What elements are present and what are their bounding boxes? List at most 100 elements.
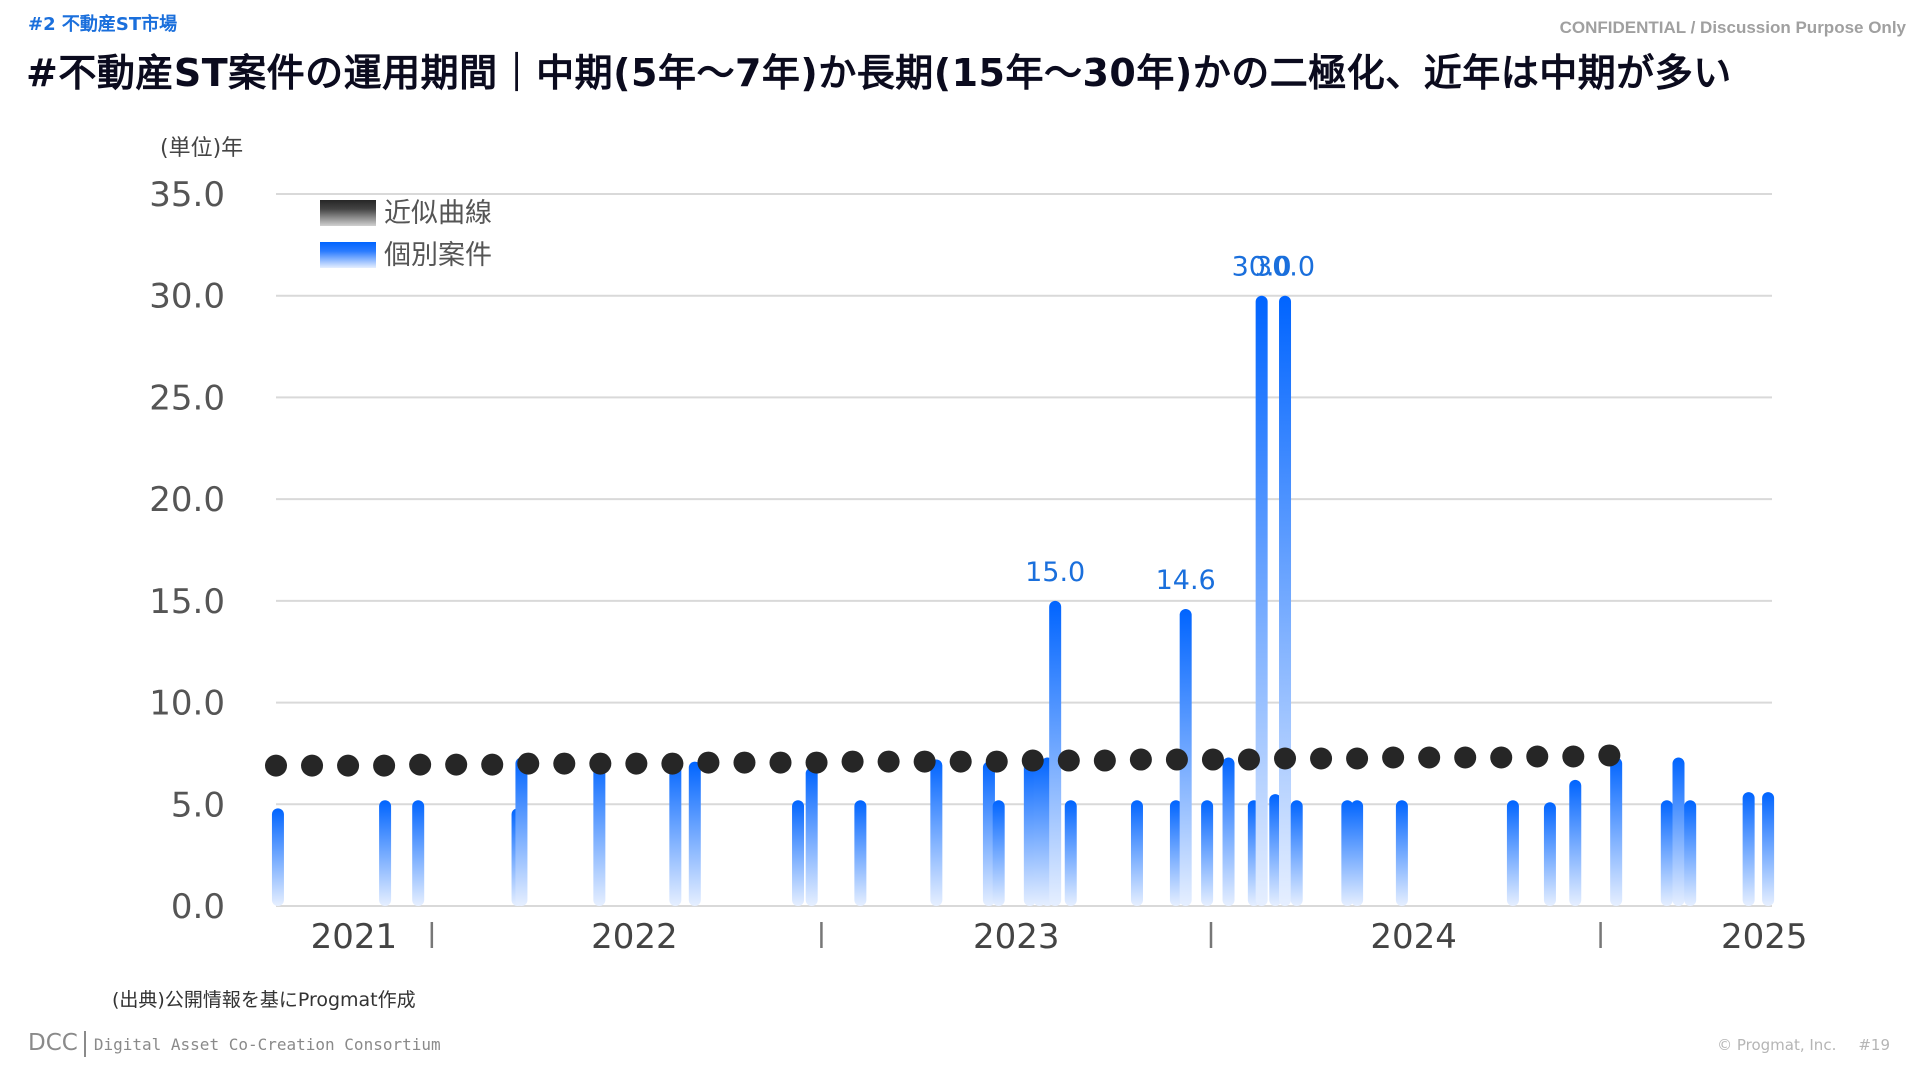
bar [805, 767, 818, 906]
y-axis-tick-labels: 0.0 5.0 10.0 15.0 20.0 25.0 30.0 35.0 [149, 175, 225, 927]
grid-lines [276, 193, 1772, 907]
bar [1023, 759, 1036, 906]
bar [379, 800, 392, 906]
y-tick-label: 0.0 [171, 887, 225, 927]
footer-logo: DCC Digital Asset Co-Creation Consortium [28, 1030, 441, 1057]
bar [992, 800, 1005, 906]
bar [515, 757, 528, 906]
trend-dot [589, 752, 612, 775]
source-note: (出典)公開情報を基にProgmat作成 [112, 989, 416, 1011]
trend-dot [805, 751, 828, 774]
trend-dot [841, 750, 864, 773]
copyright-text: © Progmat, Inc. [1717, 1036, 1837, 1054]
trend-dot [1346, 747, 1369, 770]
trend-dot [517, 752, 540, 775]
bar [412, 800, 425, 906]
bar [593, 757, 606, 906]
bar [1395, 800, 1408, 906]
bar [1543, 802, 1556, 906]
trend-dot [1382, 746, 1405, 769]
trend-dot [769, 751, 792, 774]
bar [930, 759, 943, 906]
section-label: #2 不動産ST市場 [28, 14, 178, 35]
y-axis-unit-label: (単位)年 [160, 136, 244, 161]
trend-dot [1093, 749, 1116, 772]
bar [1742, 792, 1755, 906]
bar [1684, 800, 1697, 906]
x-year-label: 2025 [1721, 917, 1808, 957]
trend-dot [1201, 748, 1224, 771]
bar [1341, 800, 1354, 906]
trend-dot [913, 750, 936, 773]
trend-dot [265, 754, 287, 777]
bar [1672, 757, 1685, 906]
bar [1279, 295, 1292, 906]
trend-dot [1562, 745, 1585, 768]
bar [1660, 800, 1673, 906]
data-label: 30.0 [1255, 252, 1315, 283]
bar [1569, 779, 1582, 906]
footer-copyright: © Progmat, Inc. #19 [1717, 1036, 1890, 1054]
trend-dot [877, 750, 900, 773]
trend-dot [445, 753, 468, 776]
trend-dot [1237, 748, 1260, 771]
logo-divider [83, 1031, 86, 1057]
dcc-logo: DCC [28, 1030, 78, 1056]
trend-dot [949, 750, 972, 773]
trend-dot [481, 753, 504, 776]
data-label: 30.0 [1232, 252, 1292, 283]
trend-dot [1598, 744, 1621, 767]
y-tick-label: 20.0 [149, 480, 225, 520]
trend-dot [661, 752, 684, 775]
bar [1269, 794, 1282, 906]
trend-dot [409, 753, 432, 776]
legend-label: 個別案件 [384, 240, 492, 271]
trend-dot [1165, 748, 1188, 771]
trend-dot [733, 751, 756, 774]
trend-dot [1418, 746, 1441, 769]
bar [271, 808, 284, 906]
bar [1255, 295, 1268, 906]
x-year-label: 2024 [1370, 917, 1457, 957]
page-number: #19 [1858, 1036, 1890, 1054]
x-axis-labels: 2021 2022 2023 2024 2025 [311, 917, 1808, 957]
y-tick-label: 25.0 [149, 378, 225, 418]
trend-dot [1526, 745, 1549, 768]
bar [669, 759, 682, 906]
data-label: 14.6 [1156, 565, 1216, 596]
trend-dot [373, 754, 396, 777]
trend-dot [1021, 749, 1044, 772]
trend-dot [1274, 747, 1297, 770]
x-year-label: 2021 [311, 917, 398, 957]
legend-swatch-bars [320, 242, 376, 268]
bar [1290, 800, 1303, 906]
legend-label: 近似曲線 [384, 198, 492, 229]
bar [1169, 800, 1182, 906]
y-tick-label: 15.0 [149, 582, 225, 622]
trend-dot [1057, 749, 1080, 772]
y-tick-label: 30.0 [149, 277, 225, 317]
trend-dot [337, 754, 360, 777]
x-year-label: 2023 [973, 917, 1060, 957]
trend-dot [625, 752, 648, 775]
trend-dot [301, 754, 324, 777]
bar [1130, 800, 1143, 906]
page-title: #不動産ST案件の運用期間｜中期(5年～7年)か長期(15年～30年)かの二極化… [26, 51, 1732, 95]
bar [1064, 800, 1077, 906]
bar-chart: 0.0 5.0 10.0 15.0 20.0 25.0 30.0 35.0 15.0 14.6 3… [149, 175, 1808, 957]
confidential-notice: CONFIDENTIAL / Discussion Purpose Only [1559, 18, 1906, 37]
org-name: Digital Asset Co-Creation Consortium [93, 1035, 441, 1054]
bar [1762, 792, 1775, 906]
trend-dots [265, 744, 1621, 777]
trend-dot [697, 751, 720, 774]
legend-swatch-trend [320, 200, 376, 226]
trend-dot [1454, 746, 1477, 769]
bar [688, 761, 701, 906]
y-tick-label: 10.0 [149, 684, 225, 724]
trend-dot [985, 750, 1008, 773]
bars [271, 295, 1775, 906]
trend-dot [1129, 748, 1152, 771]
bar [1610, 757, 1623, 906]
bar [1222, 757, 1235, 906]
